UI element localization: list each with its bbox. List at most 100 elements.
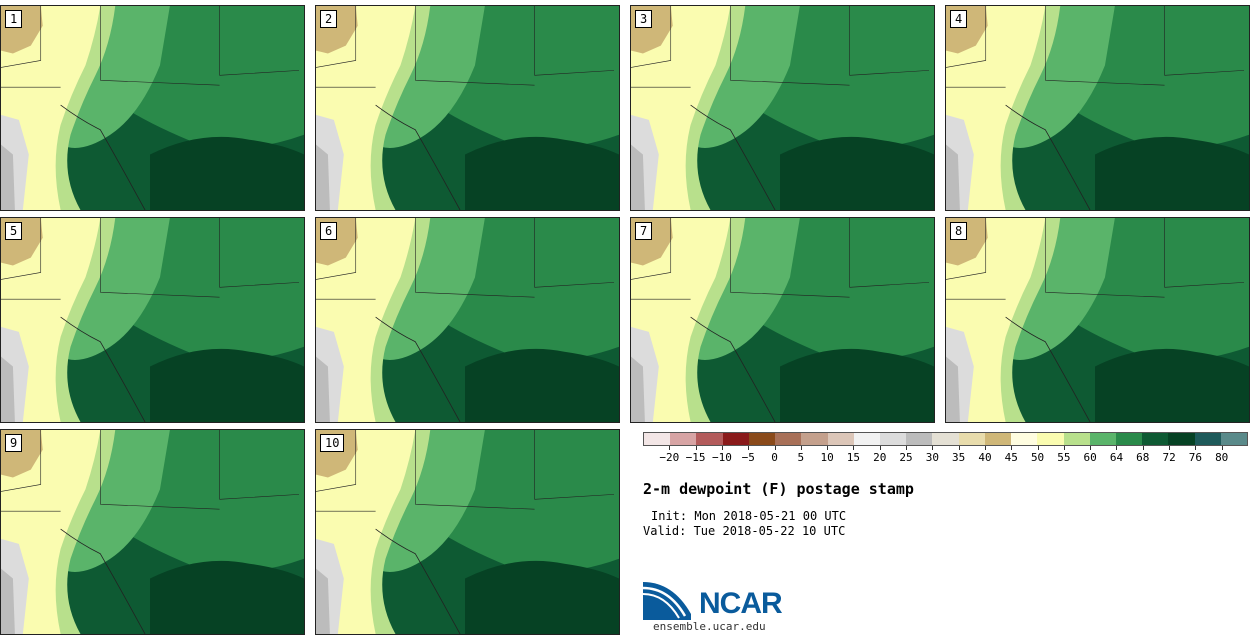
dewpoint-map <box>1 218 304 422</box>
colorbar-tick <box>800 446 802 450</box>
colorbar-tick <box>984 446 986 450</box>
colorbar-tick <box>1090 446 1092 450</box>
colorbar-tick-label: 68 <box>1136 451 1150 464</box>
colorbar-tick-label: 50 <box>1030 451 1045 464</box>
colorbar-swatch <box>1063 433 1090 445</box>
dewpoint-map <box>631 218 934 422</box>
colorbar-swatch <box>906 433 933 445</box>
dewpoint-colorbar <box>643 432 1248 446</box>
member-label: 10 <box>320 434 345 452</box>
colorbar-tick-label: 10 <box>820 451 834 464</box>
colorbar-swatch <box>1115 433 1143 445</box>
stamp-panel-10: 10 <box>315 429 620 635</box>
colorbar-tick-label: −10 <box>711 451 732 464</box>
colorbar-swatch <box>644 433 671 445</box>
colorbar-tick-label: 72 <box>1162 451 1176 464</box>
colorbar-tick-label: 64 <box>1109 451 1124 464</box>
dewpoint-map <box>316 218 619 422</box>
colorbar-tick-label: 35 <box>952 451 966 464</box>
colorbar-swatch <box>801 433 828 445</box>
colorbar-swatch <box>1089 433 1116 445</box>
colorbar-tick <box>958 446 960 450</box>
colorbar-swatch <box>1220 433 1248 445</box>
colorbar-tick <box>1221 446 1223 450</box>
colorbar-tick <box>1063 446 1065 450</box>
colorbar-tick-label: 25 <box>899 451 913 464</box>
colorbar-swatch <box>1194 433 1221 445</box>
colorbar-tick-label: 76 <box>1188 451 1203 464</box>
colorbar-swatch <box>827 433 854 445</box>
colorbar-swatch <box>932 433 959 445</box>
colorbar-tick <box>879 446 881 450</box>
colorbar-tick-label: 40 <box>978 451 992 464</box>
member-label: 6 <box>320 222 338 240</box>
dewpoint-map <box>946 218 1249 422</box>
colorbar-swatch <box>696 433 723 445</box>
colorbar-tick <box>669 446 671 450</box>
colorbar-swatch <box>748 433 776 445</box>
stamp-panel-5: 5 <box>0 217 305 423</box>
colorbar-tick <box>1011 446 1013 450</box>
colorbar-tick <box>1169 446 1171 450</box>
member-label: 1 <box>5 10 23 28</box>
colorbar-swatch <box>1168 433 1195 445</box>
colorbar-tick <box>748 446 750 450</box>
colorbar-ticks: −20 −15 −10 −5 0 5 10 15 20 25 30 35 40 45 50 55 60 64 68 7… <box>643 446 1248 466</box>
stamp-panel-8: 8 <box>945 217 1250 423</box>
colorbar-swatch <box>853 433 880 445</box>
member-label: 2 <box>320 10 338 28</box>
valid-time: Valid: Tue 2018-05-22 10 UTC <box>643 524 846 538</box>
colorbar-swatch <box>879 433 907 445</box>
dewpoint-map <box>316 430 619 634</box>
member-label: 3 <box>635 10 653 28</box>
ncar-logo-icon <box>643 582 691 620</box>
ncar-wordmark: NCAR <box>699 587 783 620</box>
dewpoint-map <box>1 430 304 634</box>
member-label: 8 <box>950 222 968 240</box>
colorbar-tick <box>1037 446 1039 450</box>
init-time: Init: Mon 2018-05-21 00 UTC <box>651 509 847 523</box>
colorbar-swatch <box>722 433 749 445</box>
colorbar-swatch <box>1011 433 1038 445</box>
colorbar-tick-label: 80 <box>1215 451 1229 464</box>
colorbar-tick-label: 15 <box>846 451 861 464</box>
colorbar-tick-label: 60 <box>1083 451 1097 464</box>
colorbar-tick-label: 20 <box>873 451 887 464</box>
member-label: 4 <box>950 10 968 28</box>
ensemble-url: ensemble.ucar.edu <box>653 620 766 633</box>
colorbar-tick-label: 5 <box>797 451 805 464</box>
colorbar-tick-label: −5 <box>741 451 755 464</box>
stamp-panel-3: 3 <box>630 5 935 211</box>
colorbar-tick <box>853 446 855 450</box>
colorbar-tick <box>1116 446 1118 450</box>
colorbar-tick-label: −15 <box>685 451 706 464</box>
colorbar-tick <box>1142 446 1144 450</box>
colorbar-tick-label: 45 <box>1004 451 1018 464</box>
figure-title: 2-m dewpoint (F) postage stamp <box>643 480 914 498</box>
dewpoint-map <box>316 6 619 210</box>
colorbar-tick <box>932 446 934 450</box>
member-label: 7 <box>635 222 653 240</box>
stamp-panel-6: 6 <box>315 217 620 423</box>
colorbar-swatch <box>1142 433 1169 445</box>
colorbar-tick <box>721 446 723 450</box>
colorbar-swatch <box>670 433 697 445</box>
colorbar-tick-label: 55 <box>1057 451 1071 464</box>
stamp-panel-1: 1 <box>0 5 305 211</box>
member-label: 5 <box>5 222 23 240</box>
stamp-panel-4: 4 <box>945 5 1250 211</box>
colorbar-swatch <box>984 433 1012 445</box>
colorbar-swatch <box>775 433 802 445</box>
colorbar-tick-label: −20 <box>659 451 680 464</box>
member-label: 9 <box>5 434 23 452</box>
stamp-panel-7: 7 <box>630 217 935 423</box>
colorbar-swatch <box>958 433 985 445</box>
colorbar-tick-label: 30 <box>925 451 939 464</box>
stamp-panel-2: 2 <box>315 5 620 211</box>
colorbar-tick <box>906 446 908 450</box>
dewpoint-map <box>946 6 1249 210</box>
dewpoint-map <box>631 6 934 210</box>
colorbar-swatch <box>1037 433 1064 445</box>
stamp-panel-9: 9 <box>0 429 305 635</box>
colorbar-tick <box>695 446 697 450</box>
